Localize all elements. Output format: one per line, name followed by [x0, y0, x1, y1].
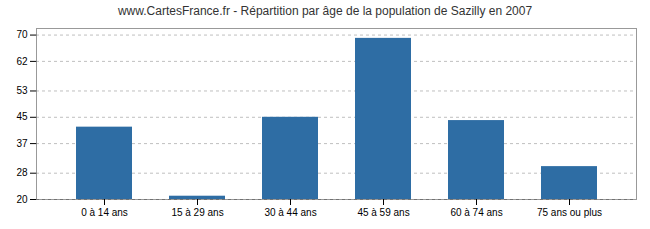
svg-text:45: 45: [16, 111, 28, 122]
svg-text:0 à 14 ans: 0 à 14 ans: [81, 207, 128, 218]
svg-text:60 à 74 ans: 60 à 74 ans: [450, 207, 502, 218]
html-text:www.CartesFrance.fr - Répartit: www.CartesFrance.fr - Répartition par âg…: [117, 4, 533, 18]
svg-text:75 ans ou plus: 75 ans ou plus: [537, 207, 602, 218]
svg-text:20: 20: [16, 194, 28, 205]
svg-text:70: 70: [16, 29, 28, 40]
svg-text:53: 53: [16, 85, 28, 96]
svg-text:30 à 44 ans: 30 à 44 ans: [264, 207, 316, 218]
svg-text:15 à 29 ans: 15 à 29 ans: [171, 207, 223, 218]
svg-text:62: 62: [16, 56, 28, 67]
svg-text:45 à 59 ans: 45 à 59 ans: [357, 207, 409, 218]
svg-text:28: 28: [16, 167, 28, 178]
svg-text:37: 37: [16, 138, 28, 149]
